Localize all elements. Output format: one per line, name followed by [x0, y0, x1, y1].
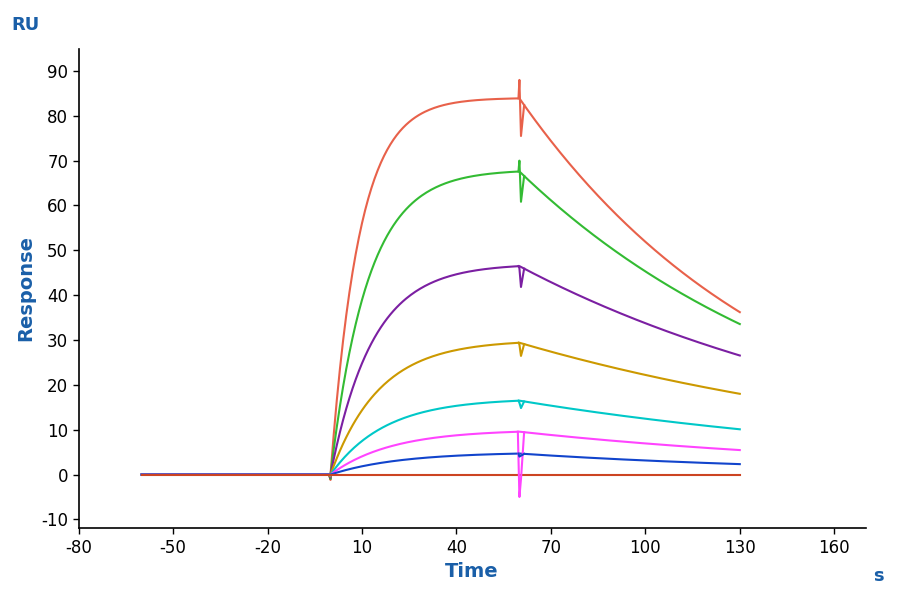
X-axis label: Time: Time	[446, 562, 499, 581]
Text: RU: RU	[12, 16, 40, 34]
Y-axis label: Response: Response	[17, 235, 36, 341]
Text: s: s	[874, 567, 884, 585]
